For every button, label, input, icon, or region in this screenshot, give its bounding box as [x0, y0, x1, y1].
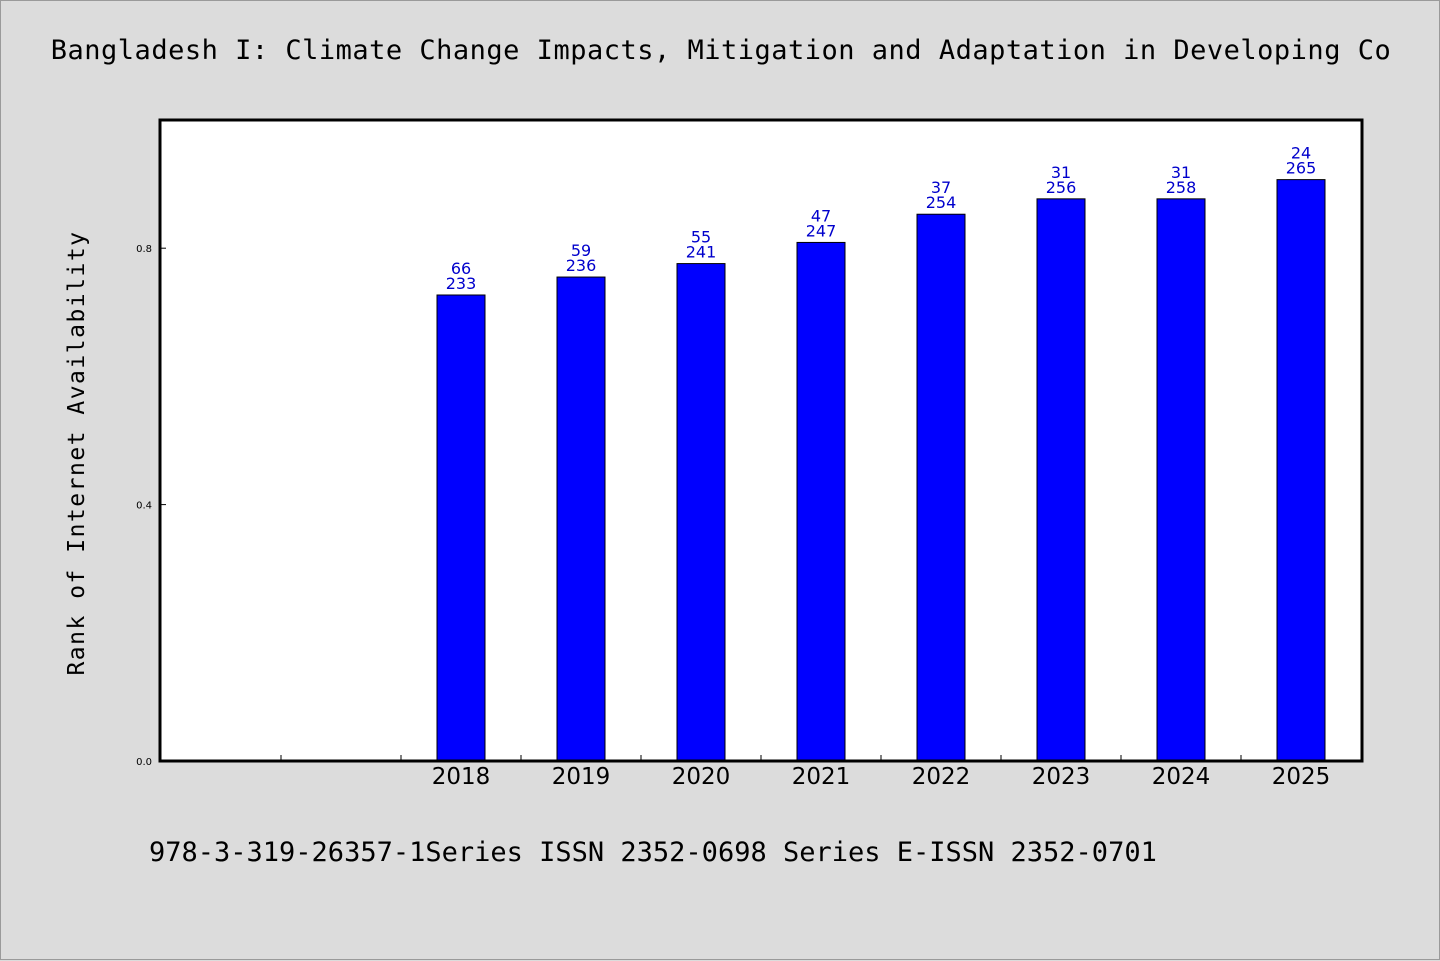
bar-label-bottom: 256 [1046, 178, 1077, 197]
y-tick-label: 0.4 [136, 501, 152, 512]
x-tick-label: 2021 [792, 764, 851, 790]
x-tick-label: 2024 [1152, 764, 1211, 790]
x-tick-label: 2025 [1272, 764, 1331, 790]
bar [676, 263, 726, 762]
bar-label-top: 59 [571, 241, 591, 260]
bar-label-top: 66 [451, 259, 471, 278]
bar-label-bottom: 254 [926, 193, 957, 212]
bar-label-top: 47 [811, 206, 831, 225]
bar-label-bottom: 241 [686, 243, 717, 262]
bar [1036, 198, 1086, 762]
bar-label-top: 31 [1171, 163, 1191, 182]
bar [436, 294, 486, 762]
bar [796, 241, 846, 762]
bar-label-top: 55 [691, 228, 711, 247]
bar [556, 276, 606, 762]
bar-label-top: 37 [931, 178, 951, 197]
bar [1276, 179, 1326, 762]
bar-label-bottom: 236 [566, 256, 597, 275]
x-tick-label: 2020 [672, 764, 731, 790]
bar-label-bottom: 233 [446, 274, 477, 293]
bar [1156, 198, 1206, 762]
x-tick-label: 2022 [912, 764, 971, 790]
x-tick-label: 2023 [1032, 764, 1091, 790]
bar-label-bottom: 247 [806, 221, 837, 240]
footer-isbn-text: 978-3-319-26357-1Series ISSN 2352-0698 S… [149, 837, 1157, 868]
bar [916, 213, 966, 762]
bar-label-top: 24 [1291, 144, 1311, 163]
y-tick-label: 0.8 [136, 244, 152, 255]
bar-label-bottom: 258 [1166, 178, 1197, 197]
y-tick-label: 0.0 [136, 757, 152, 768]
bar-label-top: 31 [1051, 163, 1071, 182]
chart-title: Bangladesh I: Climate Change Impacts, Mi… [50, 35, 1392, 66]
bar-label-bottom: 265 [1286, 159, 1317, 178]
x-tick-label: 2019 [552, 764, 611, 790]
x-tick-label: 2018 [432, 764, 491, 790]
plot-frame [158, 118, 1364, 763]
